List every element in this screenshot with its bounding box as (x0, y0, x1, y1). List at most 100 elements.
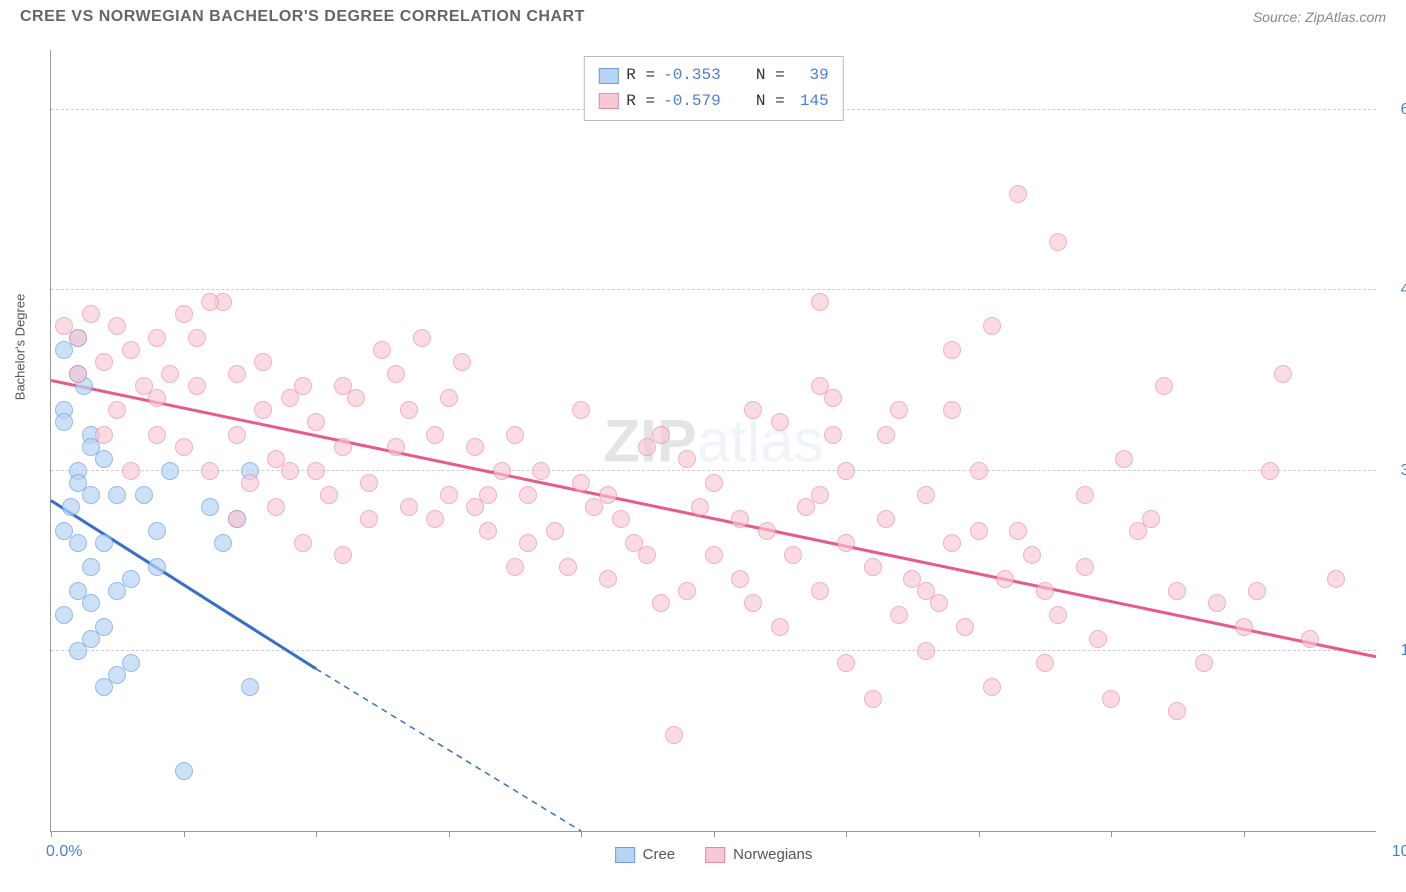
data-point (82, 486, 100, 504)
x-axis-max-label: 100.0% (1392, 843, 1406, 861)
data-point (440, 389, 458, 407)
series-legend: Cree Norwegians (615, 846, 813, 863)
data-point (108, 486, 126, 504)
data-point (943, 341, 961, 359)
stats-legend: R = -0.353 N = 39R = -0.579 N = 145 (583, 56, 843, 121)
data-point (1248, 582, 1266, 600)
data-point (334, 377, 352, 395)
data-point (1301, 630, 1319, 648)
data-point (1168, 582, 1186, 600)
data-point (1009, 185, 1027, 203)
data-point (148, 389, 166, 407)
data-point (440, 486, 458, 504)
data-point (638, 438, 656, 456)
data-point (983, 678, 1001, 696)
data-point (294, 534, 312, 552)
data-point (479, 486, 497, 504)
x-tick (846, 831, 847, 837)
data-point (387, 365, 405, 383)
legend-swatch (598, 93, 618, 109)
data-point (175, 438, 193, 456)
data-point (758, 522, 776, 540)
data-point (1023, 546, 1041, 564)
data-point (837, 534, 855, 552)
x-tick (714, 831, 715, 837)
data-point (400, 498, 418, 516)
data-point (148, 522, 166, 540)
data-point (334, 438, 352, 456)
data-point (890, 401, 908, 419)
data-point (970, 522, 988, 540)
data-point (175, 305, 193, 323)
data-point (930, 594, 948, 612)
data-point (188, 329, 206, 347)
data-point (744, 401, 762, 419)
data-point (1142, 510, 1160, 528)
data-point (877, 510, 895, 528)
data-point (1208, 594, 1226, 612)
data-point (837, 462, 855, 480)
data-point (811, 486, 829, 504)
legend-swatch (615, 847, 635, 863)
legend-swatch (598, 68, 618, 84)
data-point (678, 582, 696, 600)
data-point (55, 606, 73, 624)
data-point (148, 558, 166, 576)
y-tick-label: 15.0% (1386, 642, 1406, 660)
data-point (771, 413, 789, 431)
data-point (532, 462, 550, 480)
data-point (161, 365, 179, 383)
data-point (413, 329, 431, 347)
data-point (95, 426, 113, 444)
data-point (108, 317, 126, 335)
data-point (519, 486, 537, 504)
data-point (917, 642, 935, 660)
data-point (122, 341, 140, 359)
data-point (334, 546, 352, 564)
data-point (1195, 654, 1213, 672)
legend-label: Cree (643, 846, 676, 863)
legend-label: Norwegians (733, 846, 812, 863)
data-point (1274, 365, 1292, 383)
data-point (996, 570, 1014, 588)
data-point (214, 534, 232, 552)
data-point (864, 558, 882, 576)
data-point (638, 546, 656, 564)
data-point (970, 462, 988, 480)
source-attribution: Source: ZipAtlas.com (1253, 9, 1386, 25)
data-point (1155, 377, 1173, 395)
x-tick (1244, 831, 1245, 837)
data-point (546, 522, 564, 540)
data-point (228, 365, 246, 383)
data-point (360, 474, 378, 492)
data-point (1036, 582, 1054, 600)
data-point (307, 462, 325, 480)
x-tick (581, 831, 582, 837)
x-tick (979, 831, 980, 837)
data-point (82, 594, 100, 612)
x-tick (51, 831, 52, 837)
y-axis-label: Bachelor's Degree (13, 294, 28, 401)
data-point (135, 486, 153, 504)
data-point (95, 450, 113, 468)
data-point (559, 558, 577, 576)
data-point (877, 426, 895, 444)
data-point (241, 678, 259, 696)
data-point (1168, 702, 1186, 720)
data-point (811, 582, 829, 600)
data-point (201, 498, 219, 516)
y-tick-label: 30.0% (1386, 462, 1406, 480)
data-point (1036, 654, 1054, 672)
data-point (108, 401, 126, 419)
data-point (188, 377, 206, 395)
data-point (69, 329, 87, 347)
data-point (95, 618, 113, 636)
data-point (254, 353, 272, 371)
data-point (426, 510, 444, 528)
x-axis-min-label: 0.0% (46, 843, 82, 861)
data-point (572, 401, 590, 419)
data-point (148, 329, 166, 347)
chart-plot-area: ZIPatlas 15.0%30.0%45.0%60.0% 0.0% 100.0… (50, 50, 1376, 832)
legend-swatch (705, 847, 725, 863)
data-point (612, 510, 630, 528)
